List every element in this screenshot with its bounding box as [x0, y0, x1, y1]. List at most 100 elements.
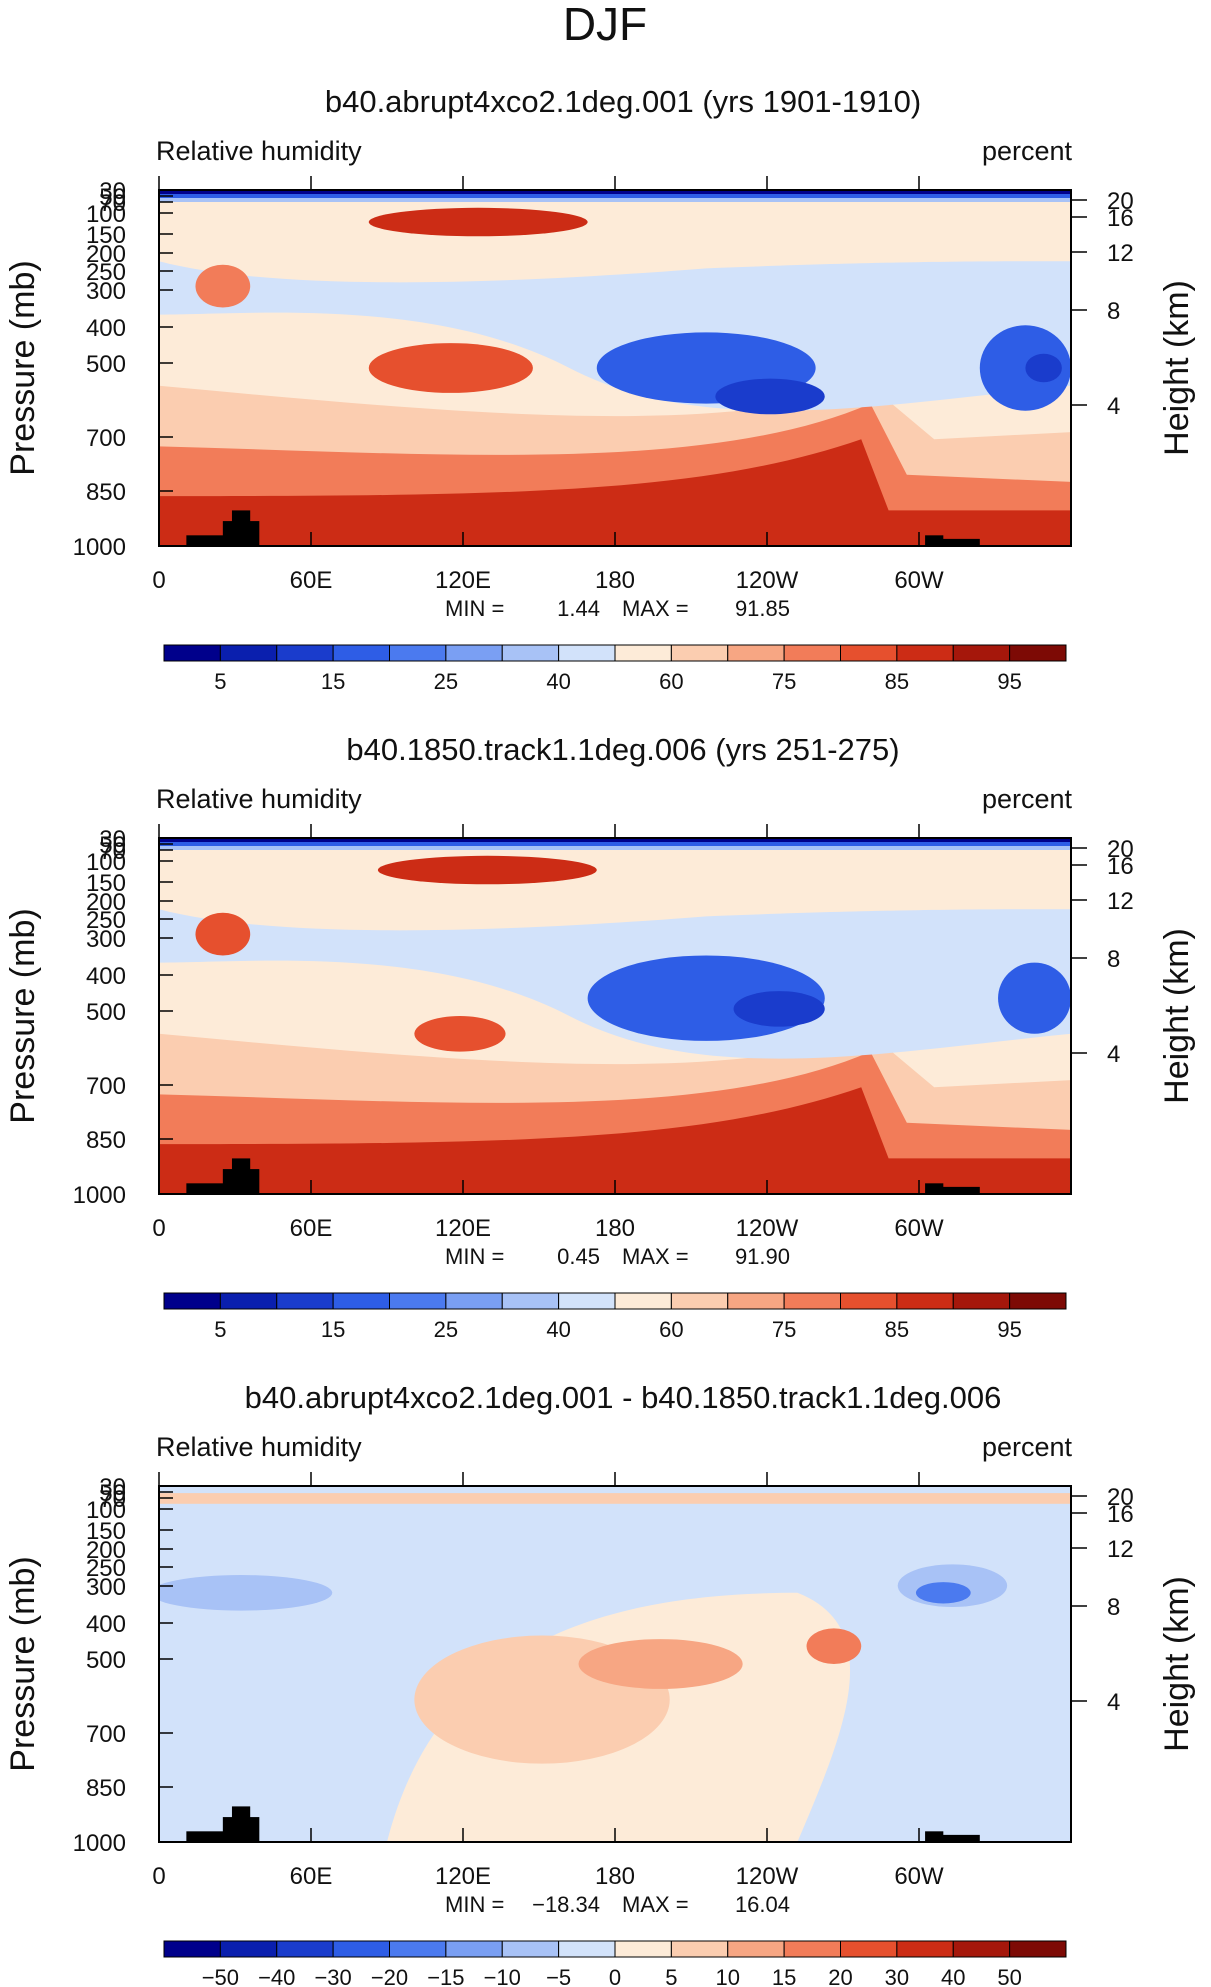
height-axis-title: Height (km) [1158, 1576, 1196, 1752]
height-tick-label: 16 [1107, 853, 1134, 880]
min-value: −18.34 [532, 1892, 600, 1917]
panel-3: b40.abrupt4xco2.1deg.001 - b40.1850.trac… [4, 1380, 1196, 1987]
lon-tick-label: 180 [595, 1215, 635, 1242]
height-tick-label: 20 [1107, 188, 1134, 215]
contour-blob-5 [733, 991, 825, 1027]
stratosphere-dry-2 [159, 194, 1071, 198]
topography-5 [934, 1834, 980, 1842]
panel-1: b40.abrupt4xco2.1deg.001 (yrs 1901-1910)… [4, 84, 1196, 694]
pressure-tick-label: 200 [86, 1537, 126, 1564]
lon-tick-label: 120E [435, 1863, 491, 1890]
stratosphere-dry-1 [159, 838, 1071, 842]
colorbar-swatch [276, 1292, 334, 1310]
lon-tick-label: 60E [290, 567, 333, 594]
contour-blob-3 [414, 1016, 506, 1052]
lon-tick-label: 120W [736, 1863, 799, 1890]
pressure-tick-label: 500 [86, 999, 126, 1026]
units-label: percent [982, 784, 1073, 814]
colorbar-swatch [219, 1940, 278, 1958]
contour-blob-2 [368, 207, 588, 237]
colorbar-label: 40 [546, 669, 570, 694]
colorbar-swatch [670, 1940, 729, 1958]
pressure-tick-label: 300 [86, 278, 126, 305]
contour-blob-4 [159, 1575, 333, 1611]
pressure-tick-label: 1000 [73, 534, 126, 561]
min-label: MIN = [445, 1244, 504, 1269]
colorbar-swatch [163, 1940, 221, 1958]
max-label: MAX = [622, 1244, 689, 1269]
pressure-tick-label: 500 [86, 1647, 126, 1674]
lon-tick-label: 120W [736, 1215, 799, 1242]
panel-title: b40.1850.track1.1deg.006 (yrs 251-275) [346, 732, 899, 767]
topography-5 [934, 1186, 980, 1194]
colorbar-swatch [727, 644, 785, 662]
colorbar-swatch [163, 644, 221, 662]
pressure-axis-title: Pressure (mb) [4, 908, 42, 1123]
dry-band [159, 261, 1071, 411]
contour-blob-3 [368, 343, 533, 393]
colorbar-label: 25 [434, 1317, 458, 1342]
pressure-tick-label: 850 [86, 1127, 126, 1154]
colorbar-swatch [670, 1292, 729, 1310]
pressure-tick-label: 250 [86, 907, 126, 934]
pressure-tick-label: 30 [99, 1474, 126, 1501]
colorbar-swatch [840, 1940, 898, 1958]
surface-band [159, 439, 1071, 546]
pressure-tick-label: 700 [86, 425, 126, 452]
colorbar-label: 50 [997, 1965, 1021, 1987]
pressure-tick-label: 250 [86, 1555, 126, 1582]
colorbar-label: 5 [665, 1965, 677, 1987]
colorbar-label: −40 [258, 1965, 295, 1987]
pressure-tick-label: 400 [86, 963, 126, 990]
max-label: MAX = [622, 1892, 689, 1917]
contour-field [159, 1486, 1071, 1842]
pressure-axis-title: Pressure (mb) [4, 260, 42, 475]
lon-tick-label: 180 [595, 1863, 635, 1890]
pressure-tick-label: 300 [86, 1574, 126, 1601]
colorbar-swatch [1009, 1292, 1067, 1310]
pressure-tick-label: 1000 [73, 1830, 126, 1857]
colorbar-swatch [896, 644, 954, 662]
colorbar-swatch [332, 1292, 390, 1310]
field-label: Relative humidity [156, 136, 362, 166]
colorbar-label: 60 [659, 669, 683, 694]
lon-tick-label: 60W [894, 1863, 944, 1890]
colorbar-swatch [445, 1940, 503, 1958]
height-tick-label: 8 [1107, 946, 1120, 973]
topography-1 [186, 535, 251, 546]
lon-tick-label: 60E [290, 1215, 333, 1242]
colorbar-swatch [389, 644, 447, 662]
lon-tick-label: 60W [894, 567, 944, 594]
field-label: Relative humidity [156, 1432, 362, 1462]
height-tick-label: 16 [1107, 1501, 1134, 1528]
colorbar-swatch [276, 644, 334, 662]
colorbar: 5 15 25 40 60 75 85 95 [163, 1292, 1067, 1342]
season-title: DJF [563, 0, 647, 50]
max-value: 16.04 [735, 1892, 790, 1917]
height-tick-label: 12 [1107, 240, 1134, 267]
stratosphere-dry-1 [159, 190, 1071, 194]
pressure-tick-label: 1000 [73, 1182, 126, 1209]
colorbar-swatch [558, 644, 616, 662]
stratosphere-dry-2 [159, 842, 1071, 846]
panel-title: b40.abrupt4xco2.1deg.001 (yrs 1901-1910) [325, 84, 921, 119]
stratosphere-dry-3 [159, 198, 1071, 202]
contour-blob-6 [915, 1582, 971, 1604]
height-tick-label: 16 [1107, 205, 1134, 232]
min-value: 0.45 [557, 1244, 600, 1269]
units-label: percent [982, 1432, 1073, 1462]
colorbar-swatch [558, 1292, 616, 1310]
colorbar-swatch [1009, 644, 1067, 662]
colorbar-label: −20 [371, 1965, 408, 1987]
lon-tick-label: 180 [595, 567, 635, 594]
colorbar-label: 30 [885, 1965, 909, 1987]
colorbar-swatch [501, 1940, 560, 1958]
height-tick-label: 4 [1107, 1689, 1120, 1716]
colorbar-swatch [783, 1292, 841, 1310]
lon-tick-label: 120W [736, 567, 799, 594]
contour-field [159, 838, 1071, 1194]
colorbar-swatch [783, 1940, 841, 1958]
colorbar-label: 0 [609, 1965, 621, 1987]
colorbar-label: 20 [828, 1965, 852, 1987]
colorbar-swatch [501, 644, 560, 662]
